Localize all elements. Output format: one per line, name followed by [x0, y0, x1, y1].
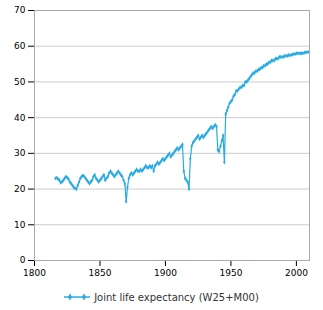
svg-text:1900: 1900	[154, 268, 177, 278]
svg-text:50: 50	[14, 77, 26, 87]
svg-text:70: 70	[14, 5, 26, 15]
svg-text:30: 30	[14, 148, 26, 158]
svg-text:60: 60	[14, 41, 26, 51]
svg-text:1950: 1950	[219, 268, 242, 278]
svg-text:1850: 1850	[89, 268, 112, 278]
svg-text:2000: 2000	[285, 268, 308, 278]
html-text:Joint life expectancy (W25+M00: Joint life expectancy (W25+M00)	[94, 291, 259, 303]
svg-text:1800: 1800	[23, 268, 46, 278]
svg-text:40: 40	[14, 113, 26, 123]
svg-text:0: 0	[20, 255, 26, 265]
svg-text:10: 10	[14, 220, 26, 230]
svg-text:20: 20	[14, 184, 26, 194]
